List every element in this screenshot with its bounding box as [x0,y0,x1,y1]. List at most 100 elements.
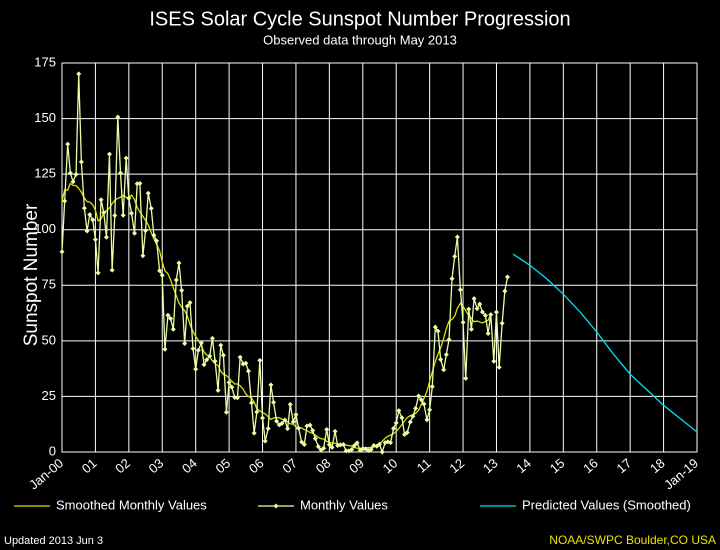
data-point [421,401,427,407]
data-point [410,413,416,419]
data-point [388,440,394,446]
data-point [424,417,430,423]
data-point [157,268,163,274]
data-point [285,426,291,432]
data-point [207,353,213,359]
x-tick-label: 01 [79,455,100,476]
legend-label: Predicted Values (Smoothed) [522,497,691,512]
data-point [418,397,424,403]
data-point [399,415,405,421]
data-point [176,260,182,266]
data-point [429,384,435,390]
data-point [198,340,204,346]
data-point [73,171,79,177]
data-point [463,375,469,381]
data-point [466,306,472,312]
y-tick-label: 50 [42,332,56,347]
data-point [87,212,93,218]
data-point [413,405,419,411]
y-tick-label: 0 [49,443,56,458]
x-tick-label: 08 [313,455,334,476]
series-line [512,253,698,433]
data-point [78,159,84,165]
data-point [170,326,176,332]
x-tick-label: 17 [614,455,635,476]
data-point [391,425,397,431]
data-point [379,449,385,455]
x-tick-label: 16 [580,455,601,476]
x-tick-label: 11 [414,455,434,475]
data-point [349,447,355,453]
data-point [154,238,160,244]
x-tick-label: 12 [446,455,467,476]
data-point [271,399,277,405]
data-point [223,409,229,415]
series-line [61,182,492,449]
legend-label: Monthly Values [300,497,388,512]
data-point [257,357,263,363]
data-point [162,346,168,352]
data-point [441,367,447,373]
data-point [265,425,271,431]
y-tick-label: 75 [42,277,56,292]
data-point [120,212,126,218]
data-point [220,352,226,358]
data-point [204,357,210,363]
data-point [143,228,149,234]
data-point [268,382,274,388]
data-point [396,408,402,414]
data-point [212,358,218,364]
y-axis-label: Sunspot Number [21,203,42,346]
y-tick-label: 100 [34,221,56,236]
data-point [245,368,251,374]
x-tick-label: 14 [513,455,534,476]
data-point [165,312,171,318]
data-point [145,190,151,196]
data-point [70,179,76,185]
data-point [477,301,483,307]
data-point [493,309,499,315]
x-tick-label: 02 [112,455,133,476]
data-point [201,362,207,368]
data-point [301,441,307,447]
data-point [115,114,121,120]
x-tick-label: 09 [346,455,367,476]
data-point [326,442,332,448]
data-point [293,412,299,418]
data-point [187,300,193,306]
data-point [59,249,65,255]
data-point [229,384,235,390]
data-point [112,212,118,218]
data-point [505,274,511,280]
data-point [76,71,82,77]
data-point [65,141,71,147]
data-point [179,287,185,293]
data-point [243,360,249,366]
data-point [340,441,346,447]
legend-marker [273,503,279,509]
x-tick-label: 07 [279,455,300,476]
data-point [90,217,96,223]
data-point [117,170,123,176]
data-point [237,354,243,360]
data-point [209,335,215,341]
data-point [299,439,305,445]
chart-title: ISES Solar Cycle Sunspot Number Progress… [149,8,570,30]
y-tick-label: 25 [42,388,56,403]
data-point [262,438,268,444]
footer-left: Updated 2013 Jun 3 [4,535,103,547]
data-point [471,296,477,302]
data-point [427,407,433,413]
data-point [218,342,224,348]
data-point [148,205,154,211]
legend-label: Smoothed Monthly Values [56,497,207,512]
data-point [282,417,288,423]
data-point [287,401,293,407]
x-tick-label: Jan-19 [661,455,701,492]
data-point [98,197,104,203]
data-point [92,236,98,242]
data-point [312,436,318,442]
data-point [482,313,488,319]
data-point [251,430,257,436]
